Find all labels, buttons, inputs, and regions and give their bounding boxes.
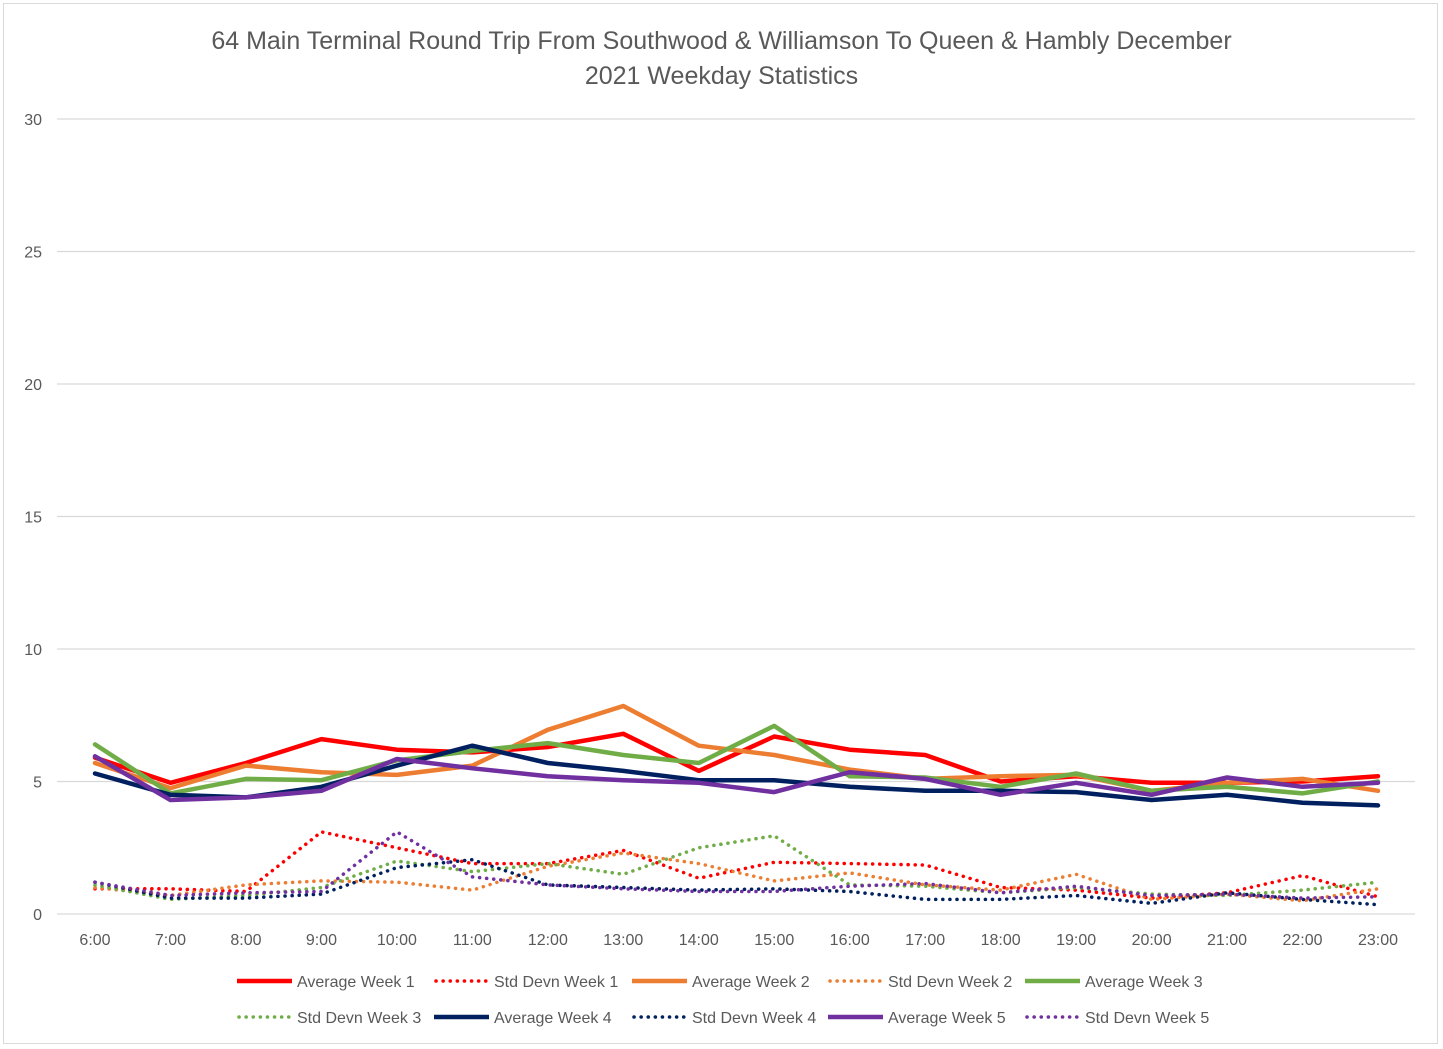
series-line-std-devn-week-2 <box>93 851 1380 903</box>
y-tick-label: 15 <box>24 510 42 527</box>
x-tick-label: 13:00 <box>603 932 643 949</box>
legend-item-std-devn-week-5: Std Devn Week 5 <box>1025 1010 1209 1027</box>
legend-label: Average Week 3 <box>1085 974 1203 991</box>
x-tick-label: 10:00 <box>377 932 417 949</box>
series-line-std-devn-week-3 <box>93 834 1380 902</box>
x-tick-label: 20:00 <box>1132 932 1172 949</box>
chart-title-line-2: 2021 Weekday Statistics <box>584 62 859 90</box>
chart-frame <box>3 3 1438 1044</box>
y-tick-label: 5 <box>33 775 42 792</box>
gridlines <box>57 118 1415 915</box>
x-tick-label: 23:00 <box>1358 932 1398 949</box>
legend-label: Average Week 2 <box>692 974 810 991</box>
series-line-average-week-1 <box>92 731 1381 786</box>
series-lines <box>92 703 1381 907</box>
legend-label: Average Week 1 <box>297 974 415 991</box>
x-tick-label: 12:00 <box>528 932 568 949</box>
legend-label: Std Devn Week 3 <box>297 1010 421 1027</box>
y-axis: 0 5 10 15 20 25 30 <box>24 112 42 924</box>
legend-item-average-week-5: Average Week 5 <box>828 1010 1006 1027</box>
x-tick-label: 21:00 <box>1207 932 1247 949</box>
legend-label: Std Devn Week 2 <box>888 974 1012 991</box>
y-tick-label: 30 <box>24 112 42 129</box>
chart-title-line-1: 64 Main Terminal Round Trip From Southwo… <box>211 27 1232 55</box>
x-tick-label: 14:00 <box>679 932 719 949</box>
x-tick-label: 19:00 <box>1056 932 1096 949</box>
x-tick-label: 7:00 <box>155 932 186 949</box>
legend-item-average-week-4: Average Week 4 <box>434 1010 612 1027</box>
legend-label: Average Week 4 <box>494 1010 612 1027</box>
legend: Average Week 1 Std Devn Week 1 Average Wee… <box>237 974 1209 1027</box>
x-tick-label: 18:00 <box>981 932 1021 949</box>
legend-label: Std Devn Week 4 <box>692 1010 816 1027</box>
legend-label: Std Devn Week 5 <box>1085 1010 1209 1027</box>
x-axis: 6:00 7:00 8:00 9:00 10:00 11:00 12:00 13:00 14:0… <box>79 932 1398 949</box>
x-tick-label: 8:00 <box>230 932 261 949</box>
x-tick-label: 11:00 <box>453 932 492 949</box>
legend-item-average-week-1: Average Week 1 <box>237 974 415 991</box>
legend-item-std-devn-week-1: Std Devn Week 1 <box>434 974 618 991</box>
y-tick-label: 0 <box>33 907 42 924</box>
chart-title: 64 Main Terminal Round Trip From Southwo… <box>0 24 1443 94</box>
series-line-std-devn-week-4 <box>93 857 1380 907</box>
legend-item-std-devn-week-3: Std Devn Week 3 <box>237 1010 421 1027</box>
legend-item-std-devn-week-4: Std Devn Week 4 <box>632 1010 816 1027</box>
series-line-average-week-5 <box>92 754 1381 803</box>
y-tick-label: 20 <box>24 377 42 394</box>
x-tick-label: 16:00 <box>830 932 870 949</box>
x-tick-label: 22:00 <box>1283 932 1323 949</box>
series-line-average-week-4 <box>92 743 1381 808</box>
legend-item-average-week-2: Average Week 2 <box>632 974 810 991</box>
y-tick-label: 25 <box>24 245 42 262</box>
legend-label: Std Devn Week 1 <box>494 974 618 991</box>
x-tick-label: 9:00 <box>306 932 337 949</box>
legend-label: Average Week 5 <box>888 1010 1006 1027</box>
legend-item-average-week-3: Average Week 3 <box>1025 974 1203 991</box>
legend-item-std-devn-week-2: Std Devn Week 2 <box>828 974 1012 991</box>
y-tick-label: 10 <box>24 642 42 659</box>
x-tick-label: 6:00 <box>79 932 110 949</box>
x-tick-label: 17:00 <box>905 932 945 949</box>
x-tick-label: 15:00 <box>754 932 794 949</box>
